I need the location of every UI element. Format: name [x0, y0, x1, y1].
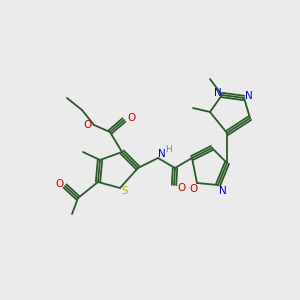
Text: N: N: [214, 88, 222, 98]
Text: O: O: [83, 120, 91, 130]
Text: H: H: [166, 146, 172, 154]
Text: N: N: [219, 186, 227, 196]
Text: N: N: [158, 149, 166, 159]
Text: O: O: [189, 184, 197, 194]
Text: N: N: [245, 91, 253, 101]
Text: S: S: [122, 186, 128, 196]
Text: O: O: [178, 183, 186, 193]
Text: O: O: [55, 179, 63, 189]
Text: O: O: [127, 113, 135, 123]
